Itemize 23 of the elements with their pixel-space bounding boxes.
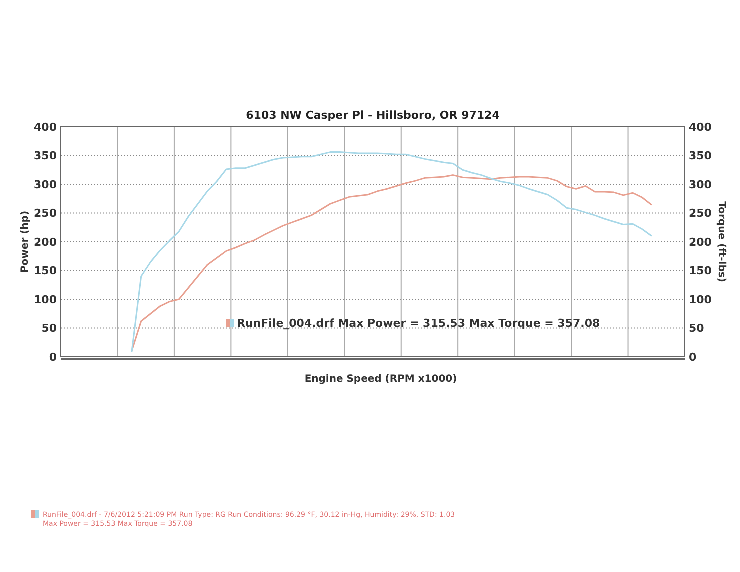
y2-tick-label: 0 — [689, 350, 697, 364]
y2-axis-title: Torque (ft-lbs) — [716, 202, 727, 282]
y2-tick-label: 250 — [689, 207, 712, 220]
y-tick-label: 0 — [49, 350, 58, 364]
y-tick-label: 200 — [34, 236, 58, 249]
y-tick-label: 300 — [34, 178, 58, 192]
annotation: RunFile_004.drf Max Power = 315.53 Max Torque = 357.08 — [237, 317, 600, 330]
y-tick-label: 400 — [34, 120, 58, 134]
y-tick-label: 150 — [34, 264, 58, 278]
x-axis-title: Engine Speed (RPM x1000) — [304, 374, 458, 385]
y2-tick-label: 200 — [689, 236, 712, 249]
y2-tick-label: 100 — [689, 293, 712, 306]
y2-tick-label: 350 — [689, 150, 712, 163]
y2-tick-label: 150 — [689, 264, 712, 278]
y2-tick-label: 400 — [689, 120, 712, 134]
y-tick-label: 350 — [34, 150, 58, 163]
y-axis-title: Power (hp) — [20, 210, 31, 274]
y-tick-label: 250 — [34, 207, 58, 220]
y2-tick-label: 50 — [689, 322, 705, 336]
y-tick-label: 50 — [42, 322, 58, 336]
y-tick-label: 100 — [34, 293, 58, 306]
chart-title: 6103 NW Casper Pl - Hillsboro, OR 97124 — [246, 109, 500, 122]
y2-tick-label: 300 — [689, 178, 712, 192]
